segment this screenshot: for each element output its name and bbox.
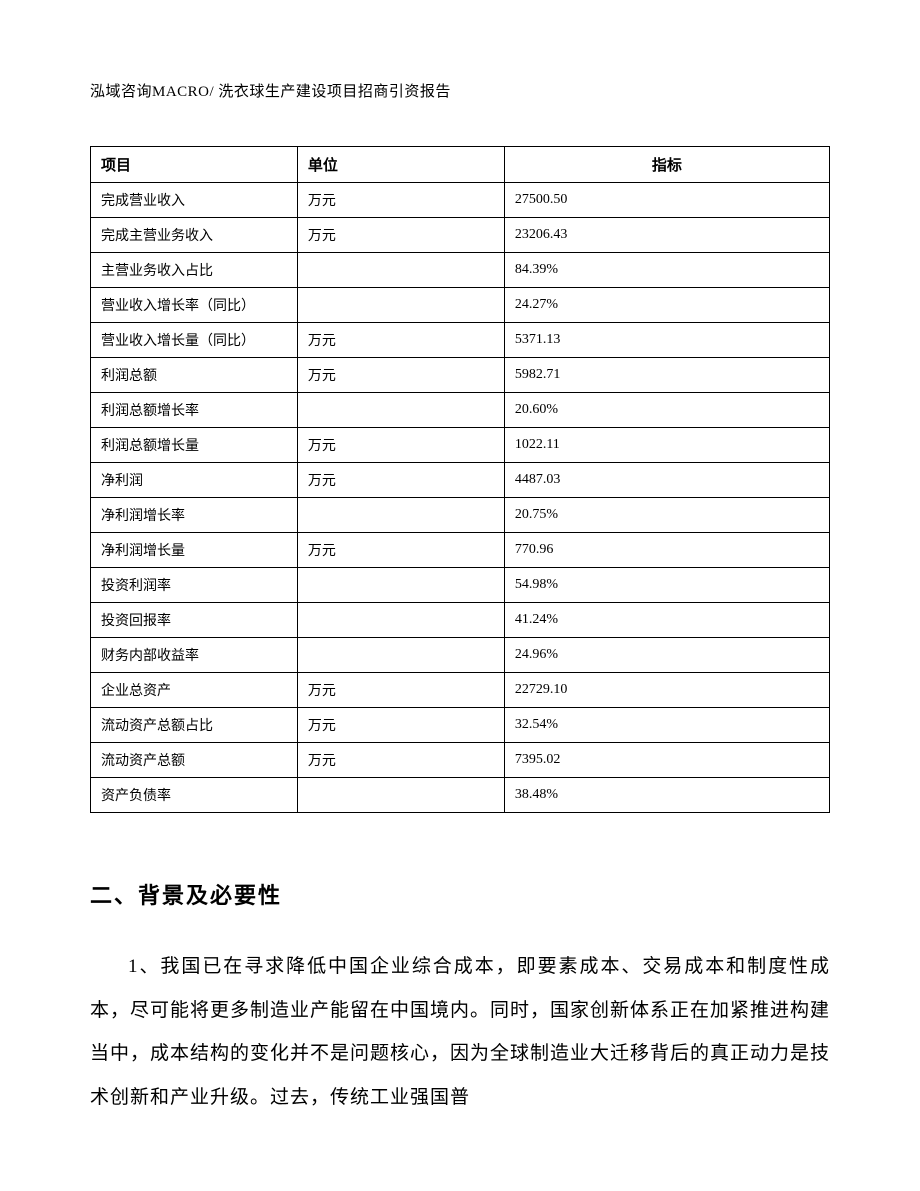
table-cell: 32.54% xyxy=(504,708,829,743)
table-cell: 84.39% xyxy=(504,253,829,288)
table-cell: 利润总额增长量 xyxy=(91,428,298,463)
table-row: 完成营业收入万元27500.50 xyxy=(91,183,830,218)
table-cell xyxy=(297,778,504,813)
table-cell: 完成主营业务收入 xyxy=(91,218,298,253)
table-row: 净利润增长率 20.75% xyxy=(91,498,830,533)
page-header: 泓域咨询MACRO/ 洗衣球生产建设项目招商引资报告 xyxy=(90,80,830,101)
table-cell: 20.60% xyxy=(504,393,829,428)
table-row: 利润总额增长量万元1022.11 xyxy=(91,428,830,463)
table-row: 净利润增长量万元770.96 xyxy=(91,533,830,568)
col-header-item: 项目 xyxy=(91,147,298,183)
col-header-indicator: 指标 xyxy=(504,147,829,183)
table-cell: 41.24% xyxy=(504,603,829,638)
table-cell: 24.27% xyxy=(504,288,829,323)
table-cell: 万元 xyxy=(297,428,504,463)
table-cell: 投资利润率 xyxy=(91,568,298,603)
table-cell: 流动资产总额占比 xyxy=(91,708,298,743)
table-cell: 主营业务收入占比 xyxy=(91,253,298,288)
table-row: 流动资产总额万元7395.02 xyxy=(91,743,830,778)
table-cell: 22729.10 xyxy=(504,673,829,708)
table-row: 营业收入增长率（同比） 24.27% xyxy=(91,288,830,323)
table-cell: 54.98% xyxy=(504,568,829,603)
table-cell: 5371.13 xyxy=(504,323,829,358)
table-cell: 净利润 xyxy=(91,463,298,498)
col-header-unit: 单位 xyxy=(297,147,504,183)
table-cell: 营业收入增长量（同比） xyxy=(91,323,298,358)
table-cell xyxy=(297,638,504,673)
table-row: 财务内部收益率 24.96% xyxy=(91,638,830,673)
table-cell: 20.75% xyxy=(504,498,829,533)
table-cell xyxy=(297,393,504,428)
financial-table: 项目 单位 指标 完成营业收入万元27500.50完成主营业务收入万元23206… xyxy=(90,146,830,813)
table-row: 完成主营业务收入万元23206.43 xyxy=(91,218,830,253)
table-cell: 财务内部收益率 xyxy=(91,638,298,673)
table-row: 主营业务收入占比 84.39% xyxy=(91,253,830,288)
table-cell: 4487.03 xyxy=(504,463,829,498)
table-cell: 流动资产总额 xyxy=(91,743,298,778)
table-cell xyxy=(297,288,504,323)
table-cell: 38.48% xyxy=(504,778,829,813)
table-cell: 企业总资产 xyxy=(91,673,298,708)
table-cell: 27500.50 xyxy=(504,183,829,218)
table-cell: 净利润增长量 xyxy=(91,533,298,568)
table-cell: 万元 xyxy=(297,323,504,358)
table-cell: 万元 xyxy=(297,673,504,708)
section-heading: 二、背景及必要性 xyxy=(90,878,830,910)
table-cell: 万元 xyxy=(297,743,504,778)
table-cell: 5982.71 xyxy=(504,358,829,393)
table-cell xyxy=(297,568,504,603)
table-row: 利润总额增长率 20.60% xyxy=(91,393,830,428)
table-row: 企业总资产万元22729.10 xyxy=(91,673,830,708)
table-cell xyxy=(297,603,504,638)
table-cell: 万元 xyxy=(297,358,504,393)
table-cell: 利润总额 xyxy=(91,358,298,393)
table-cell xyxy=(297,253,504,288)
table-cell xyxy=(297,498,504,533)
table-cell: 7395.02 xyxy=(504,743,829,778)
table-row: 投资回报率 41.24% xyxy=(91,603,830,638)
table-header-row: 项目 单位 指标 xyxy=(91,147,830,183)
table-cell: 万元 xyxy=(297,533,504,568)
table-cell: 营业收入增长率（同比） xyxy=(91,288,298,323)
table-cell: 净利润增长率 xyxy=(91,498,298,533)
table-cell: 投资回报率 xyxy=(91,603,298,638)
section-paragraph: 1、我国已在寻求降低中国企业综合成本，即要素成本、交易成本和制度性成本，尽可能将… xyxy=(90,945,830,1120)
table-cell: 1022.11 xyxy=(504,428,829,463)
table-cell: 资产负债率 xyxy=(91,778,298,813)
table-cell: 万元 xyxy=(297,218,504,253)
table-cell: 24.96% xyxy=(504,638,829,673)
table-row: 净利润万元4487.03 xyxy=(91,463,830,498)
table-cell: 利润总额增长率 xyxy=(91,393,298,428)
table-row: 流动资产总额占比万元32.54% xyxy=(91,708,830,743)
table-row: 投资利润率 54.98% xyxy=(91,568,830,603)
table-row: 利润总额万元5982.71 xyxy=(91,358,830,393)
table-row: 资产负债率 38.48% xyxy=(91,778,830,813)
table-cell: 770.96 xyxy=(504,533,829,568)
table-cell: 万元 xyxy=(297,463,504,498)
table-cell: 23206.43 xyxy=(504,218,829,253)
table-cell: 完成营业收入 xyxy=(91,183,298,218)
table-cell: 万元 xyxy=(297,183,504,218)
table-cell: 万元 xyxy=(297,708,504,743)
table-row: 营业收入增长量（同比）万元5371.13 xyxy=(91,323,830,358)
